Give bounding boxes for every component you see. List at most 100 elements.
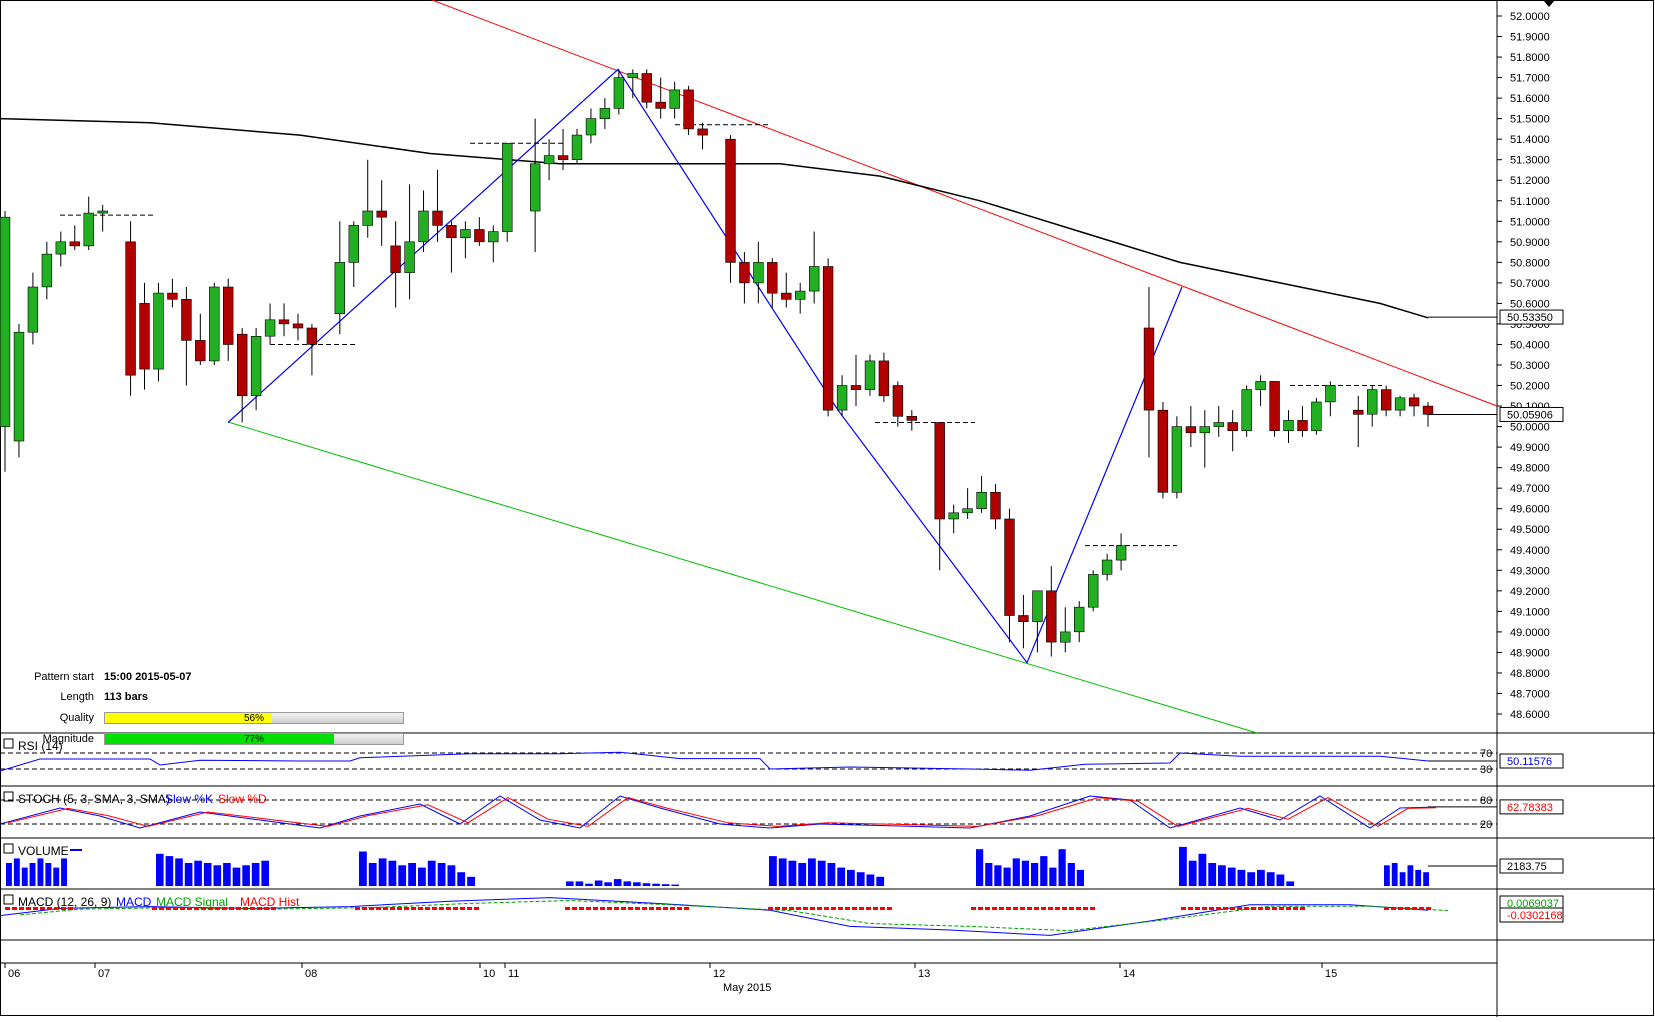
macd-hist-bar (1034, 907, 1039, 910)
volume-bar (1423, 872, 1429, 886)
macd-hist-bar (852, 907, 857, 910)
candle-body (948, 512, 959, 520)
volume-bar (467, 876, 475, 886)
volume-bar (1208, 863, 1217, 886)
macd-hist-bar (152, 907, 157, 910)
macd-hist-bar (845, 907, 850, 910)
macd-hist-bar (33, 907, 38, 910)
volume-bar (1391, 863, 1398, 886)
volume-value-label: 2183.75 (1507, 861, 1547, 873)
candle-body (1213, 422, 1225, 427)
macd-hist-bar (579, 907, 584, 910)
macd-hist-bar (1027, 907, 1032, 910)
macd-hist-bar (1055, 907, 1060, 910)
volume-bar (29, 863, 36, 886)
volume-bar (457, 872, 466, 886)
y-tick-label: 50.6000 (1510, 298, 1550, 310)
candle-body (1046, 590, 1057, 643)
pattern-start-value: 15:00 2015-05-07 (104, 671, 192, 683)
y-tick-label: 51.6000 (1510, 93, 1550, 105)
macd-hist-bar (369, 907, 374, 910)
volume-bar (1040, 856, 1048, 886)
macd-hist-bar (642, 907, 647, 910)
candle-body (474, 229, 485, 243)
candle-body (725, 138, 736, 263)
rsi-level-high-label: 70 (1480, 748, 1492, 760)
volume-bar (594, 880, 603, 886)
y-tick-label: 49.4000 (1510, 545, 1550, 557)
candle-body (683, 89, 694, 130)
macd-hist-bar (782, 907, 787, 910)
volume-bar (985, 863, 993, 886)
y-tick-label: 51.5000 (1510, 114, 1550, 126)
volume-bar (1247, 872, 1256, 886)
volume-bar (769, 856, 777, 886)
candle-body (376, 210, 387, 218)
candle-body (139, 303, 150, 370)
volume-bar (398, 865, 407, 886)
magnitude-bar-track: 77% (104, 733, 404, 745)
y-tick-label: 48.6000 (1510, 709, 1550, 721)
volume-bar (203, 863, 212, 886)
y-tick-label: 51.1000 (1510, 196, 1550, 208)
lower-trend-line (227, 421, 1258, 734)
y-tick-label: 51.4000 (1510, 134, 1550, 146)
magnitude-bar-fill (105, 734, 335, 744)
macd-hist-bar (1083, 907, 1088, 910)
macd-hist-legend-label: MACD Hist (240, 895, 300, 909)
macd-hist-bar (411, 907, 416, 910)
quality-bar-track: 56% (104, 712, 404, 724)
candle-body (934, 422, 945, 520)
stoch-k-line (0, 795, 1429, 829)
macd-hist-bar (600, 907, 605, 910)
macd-hist-bar (1006, 907, 1011, 910)
macd-hist-bar (1216, 907, 1221, 910)
macd-hist-bar (1188, 907, 1193, 910)
candle-body (0, 216, 11, 427)
y-tick-label: 51.8000 (1510, 52, 1550, 64)
macd-value-label: -0.0302168 (1507, 910, 1563, 922)
volume-bar (817, 860, 826, 886)
candle-body (250, 335, 262, 397)
macd-hist-bar (1195, 907, 1200, 910)
candle-body (1115, 545, 1127, 561)
y-tick-label: 49.6000 (1510, 504, 1550, 516)
macd-hist-bar (201, 907, 206, 910)
y-tick-label: 49.0000 (1510, 627, 1550, 639)
macd-hist-bar (264, 907, 269, 910)
volume-bar (1276, 874, 1285, 886)
macd-hist-bar (775, 907, 780, 910)
macd-hist-bar (404, 907, 409, 910)
volume-bar (866, 874, 875, 886)
volume-bar (1415, 869, 1422, 886)
y-tick-label: 49.8000 (1510, 463, 1550, 475)
macd-legend-label: MACD (116, 895, 152, 909)
candle-body (1088, 574, 1099, 608)
candle-body (781, 292, 792, 300)
y-tick-label: 50.8000 (1510, 257, 1550, 269)
y-tick-label: 50.2000 (1510, 381, 1550, 393)
macd-hist-bar (1237, 907, 1242, 910)
macd-value-label-box (1499, 907, 1564, 923)
candle-body (822, 266, 834, 411)
volume-bar (388, 860, 397, 886)
candle-body (195, 340, 206, 362)
macd-hist-bar (166, 907, 171, 910)
y-tick-label: 52.0000 (1510, 11, 1550, 23)
x-tick-label: 14 (1123, 968, 1135, 980)
candle-body (502, 143, 513, 232)
volume-bar (837, 867, 846, 886)
candle-body (83, 212, 94, 247)
macd-hist-bar (446, 907, 451, 910)
volume-bar (408, 863, 416, 886)
y-tick-label: 50.0000 (1510, 422, 1550, 434)
dropdown-marker-icon[interactable] (1543, 0, 1555, 7)
volume-bar (778, 858, 787, 886)
macd-hist-bar (1279, 907, 1284, 910)
macd-hist-bar (1419, 907, 1424, 910)
macd-hist-bar (54, 907, 59, 910)
y-tick-label: 51.7000 (1510, 73, 1550, 85)
x-tick-label: 12 (713, 968, 725, 980)
volume-bar (1257, 869, 1265, 886)
upper-trend-line (431, 0, 1498, 407)
